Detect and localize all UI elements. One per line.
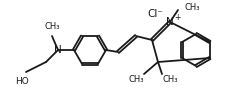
Text: CH₃: CH₃ <box>162 74 177 84</box>
Text: CH₃: CH₃ <box>184 4 200 13</box>
Text: CH₃: CH₃ <box>44 22 59 31</box>
Text: HO: HO <box>15 77 29 86</box>
Text: N: N <box>165 17 173 27</box>
Text: Cl⁻: Cl⁻ <box>146 9 162 19</box>
Text: +: + <box>173 13 179 21</box>
Text: CH₃: CH₃ <box>128 74 143 84</box>
Text: N: N <box>54 45 62 55</box>
